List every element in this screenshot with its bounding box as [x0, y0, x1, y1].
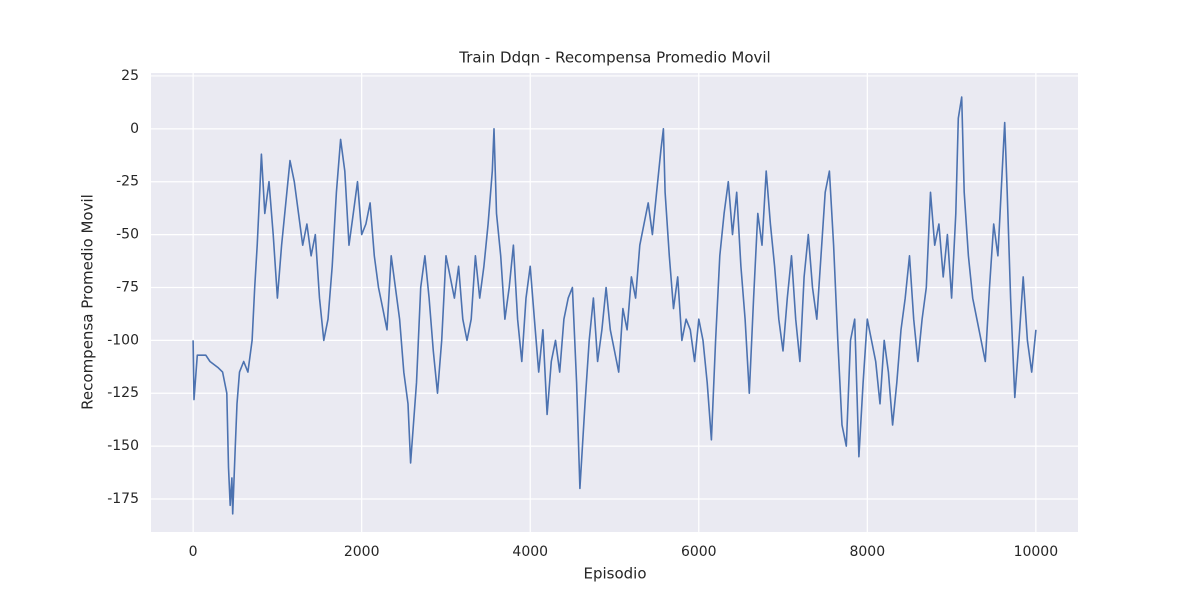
x-axis-label: Episodio	[583, 565, 646, 583]
x-tick-label: 8000	[849, 544, 885, 560]
x-tick-label: 10000	[1014, 544, 1059, 560]
y-tick-label: -50	[116, 227, 139, 243]
x-tick-label: 2000	[344, 544, 380, 560]
y-tick-label: -175	[107, 491, 139, 507]
plot-area	[151, 73, 1078, 532]
chart-title: Train Ddqn - Recompensa Promedio Movil	[458, 49, 770, 67]
y-tick-label: -125	[107, 385, 139, 401]
data-line	[192, 96, 1037, 515]
y-tick-label: -150	[107, 438, 139, 454]
y-axis-label: Recompensa Promedio Movil	[79, 194, 97, 410]
x-tick-label: 6000	[681, 544, 717, 560]
y-tick-label: -100	[107, 332, 139, 348]
x-tick-label: 4000	[512, 544, 548, 560]
y-tick-label: -25	[116, 174, 139, 190]
y-tick-label: 0	[130, 121, 139, 137]
y-tick-label: 25	[121, 68, 139, 84]
y-tick-label: -75	[116, 279, 139, 295]
x-tick-label: 0	[189, 544, 198, 560]
